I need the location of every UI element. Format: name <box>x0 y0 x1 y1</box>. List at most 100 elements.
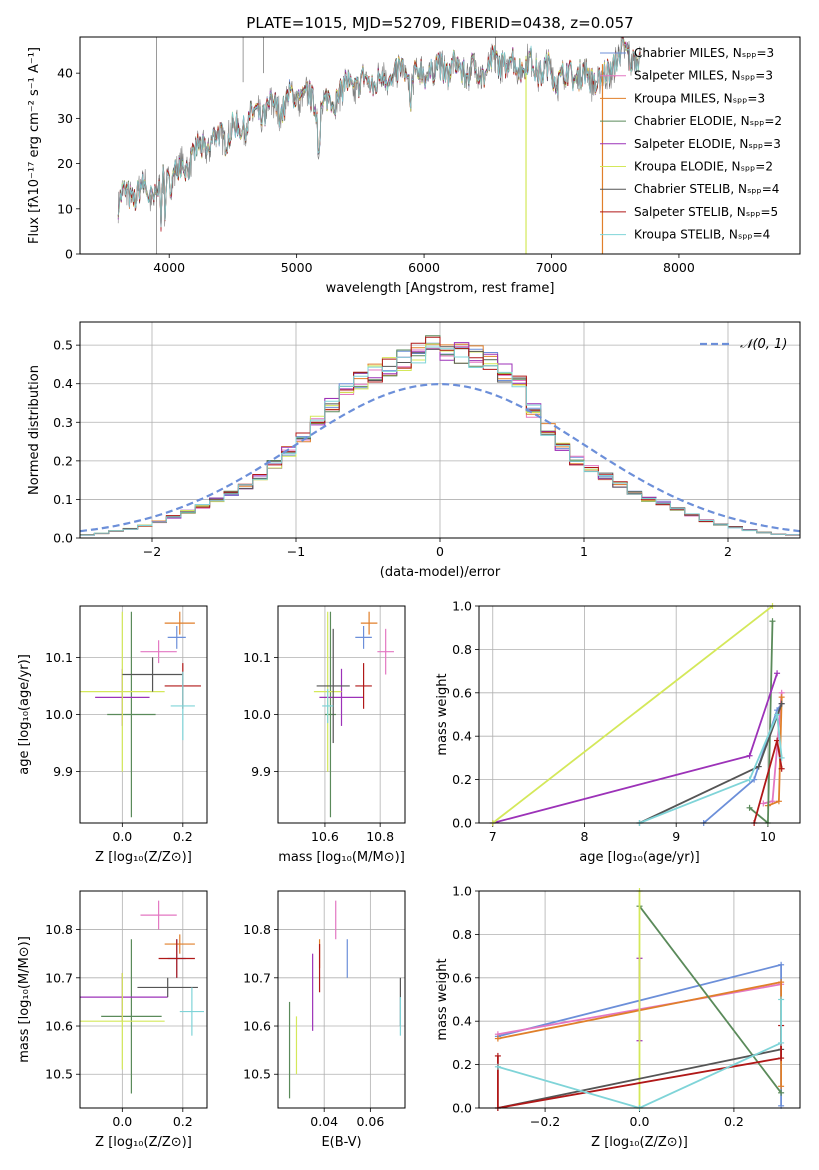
mass_weight_vs_Z-y-tick-label: 0.4 <box>452 1014 472 1029</box>
age_vs_Z-y-tick-label: 10.1 <box>45 650 73 665</box>
mass_weight_vs_Z-y-tick-label: 0.2 <box>452 1057 472 1072</box>
figure-title: PLATE=1015, MJD=52709, FIBERID=0438, z=0… <box>246 14 633 32</box>
legend-label: Kroupa STELIB, Nₛₚₚ=4 <box>634 228 770 242</box>
residual_histogram-y-tick-label: 0.5 <box>53 338 73 353</box>
mass_vs_ebv-y-tick-label: 10.6 <box>243 1019 271 1034</box>
mass_vs_Z-y-tick-label: 10.8 <box>45 922 73 937</box>
spectrum-axes: 4000 5000 6000 7000 8000 0 10 20 30 40 wavelength … <box>27 47 695 296</box>
mass_weight_vs_Z-ylabel: mass weight <box>435 958 450 1040</box>
residual_histogram-x-tick-label: 0 <box>436 544 444 559</box>
residual_histogram-y-tick-label: 0.4 <box>53 376 73 391</box>
residual_histogram-y-tick-label: 0.3 <box>53 415 73 430</box>
mass_vs_Z-ylabel: mass [log₁₀(M/M⊙)] <box>17 936 32 1063</box>
age_vs_Z-xlabel: Z [log₁₀(Z/Z⊙)] <box>95 850 192 865</box>
mass_weight_vs_age-x-tick-label: 8 <box>580 829 588 844</box>
mass_weight_vs_Z-x-tick-label: 0.0 <box>630 1114 650 1129</box>
mass_weight_vs_Z-frame <box>478 890 801 1109</box>
mass_vs_ebv-x-tick-label: 0.06 <box>356 1114 384 1129</box>
mass_vs_ebv-xlabel: E(B-V) <box>321 1135 361 1150</box>
legend-label: Kroupa ELODIE, Nₛₚₚ=2 <box>634 160 773 174</box>
legend-label: Chabrier STELIB, Nₛₚₚ=4 <box>634 182 779 196</box>
mass_weight_vs_age-y-tick-label: 1.0 <box>452 599 472 614</box>
mass_weight_vs_Z-y-tick-label: 0.0 <box>452 1101 472 1116</box>
mass_vs_ebv-x-tick-label: 0.04 <box>310 1114 338 1129</box>
spectrum-x-tick-label: 7000 <box>536 260 568 275</box>
residual_histogram-y-tick-label: 0.0 <box>53 531 73 546</box>
age_vs_Z-ylabel: age [log₁₀(age/yr)] <box>17 654 32 775</box>
legend-label: Salpeter ELODIE, Nₛₚₚ=3 <box>634 137 781 151</box>
mass_vs_Z-y-tick-label: 10.7 <box>45 970 73 985</box>
spectrum-y-tick-label: 40 <box>57 66 73 81</box>
mass_vs_ebv-axes: 0.04 0.06 10.5 10.6 10.7 10.8 E(B-V) <box>243 891 405 1150</box>
age_vs_mass-xlabel: mass [log₁₀(M/M⊙)] <box>278 850 405 865</box>
mass_vs_ebv-y-tick-label: 10.5 <box>243 1067 271 1082</box>
mass_weight_vs_Z-series-line <box>497 1048 782 1108</box>
mass_weight_vs_Z-y-tick-label: 0.6 <box>452 970 472 985</box>
age_vs_mass-axes: 10.6 10.8 9.9 10.0 10.1 mass [log₁₀(M/M⊙)] <box>243 606 405 865</box>
age_vs_mass-y-tick-label: 10.0 <box>243 707 271 722</box>
residual_histogram-ylabel: Normed distribution <box>27 365 42 495</box>
mass_weight_vs_Z-xlabel: Z [log₁₀(Z/Z⊙)] <box>591 1135 688 1150</box>
mass_vs_Z-xlabel: Z [log₁₀(Z/Z⊙)] <box>95 1135 192 1150</box>
mass_vs_Z-x-tick-label: 0.0 <box>112 1114 132 1129</box>
spectrum-ylabel: Flux [fλ10⁻¹⁷ erg cm⁻² s⁻¹ A⁻¹] <box>27 47 42 244</box>
spectrum-xlabel: wavelength [Angstrom, rest frame] <box>326 281 555 296</box>
age_vs_mass-frame <box>277 605 406 824</box>
mass_vs_Z-frame <box>79 890 208 1109</box>
mass_weight_vs_age-series-line <box>749 621 774 823</box>
residual_histogram-xlabel: (data-model)/error <box>380 565 501 580</box>
residual_histogram-y-tick-label: 0.1 <box>53 492 73 507</box>
legend-label: Kroupa MILES, Nₛₚₚ=3 <box>634 91 765 105</box>
mass_vs_ebv-y-tick-label: 10.8 <box>243 922 271 937</box>
spectrum-y-tick-label: 0 <box>65 247 73 262</box>
mass_weight_vs_age-x-tick-label: 7 <box>489 829 497 844</box>
mass_vs_Z-axes: 0.0 0.2 10.5 10.6 10.7 10.8 Z [log₁₀(Z/Z⊙)] mas… <box>17 891 207 1150</box>
mass_vs_Z-x-tick-label: 0.2 <box>173 1114 193 1129</box>
spectrum-x-tick-label: 8000 <box>663 260 695 275</box>
spectrum-frame <box>79 36 801 255</box>
mass_vs_Z-y-tick-label: 10.5 <box>45 1067 73 1082</box>
mass_weight_vs_age-series-line <box>703 703 783 823</box>
age_vs_mass-x-tick-label: 10.6 <box>311 829 339 844</box>
mass_weight_vs_age-x-tick-label: 10 <box>760 829 776 844</box>
mass_weight_vs_age-y-tick-label: 0.8 <box>452 642 472 657</box>
mass_weight_vs_Z-y-tick-label: 0.8 <box>452 927 472 942</box>
normal-curve <box>79 382 801 533</box>
age_vs_Z-x-tick-label: 0.0 <box>112 829 132 844</box>
residual_histogram-x-tick-label: −1 <box>287 544 305 559</box>
mass_weight_vs_Z-y-tick-label: 1.0 <box>452 884 472 899</box>
mass_weight_vs_age-ylabel: mass weight <box>435 673 450 755</box>
age_vs_mass-x-tick-label: 10.8 <box>366 829 394 844</box>
spectrum-y-tick-label: 20 <box>57 156 73 171</box>
normal-legend-label: 𝒩(0, 1) <box>740 337 787 352</box>
mass_weight_vs_Z-x-tick-label: 0.2 <box>724 1114 744 1129</box>
age_vs_mass-y-tick-label: 9.9 <box>251 764 271 779</box>
spectrum-y-tick-label: 10 <box>57 201 73 216</box>
residual_histogram-x-tick-label: −2 <box>143 544 161 559</box>
legend-label: Salpeter MILES, Nₛₚₚ=3 <box>634 69 773 83</box>
age_vs_Z-axes: 0.0 0.2 9.9 10.0 10.1 Z [log₁₀(Z/Z⊙)] age [log… <box>17 606 207 865</box>
mass_weight_vs_age-y-tick-label: 0.2 <box>452 772 472 787</box>
mass_weight_vs_age-series-line <box>492 606 774 823</box>
mass_weight_vs_age-y-tick-label: 0.0 <box>452 816 472 831</box>
resid-frame <box>79 321 801 539</box>
residual_histogram-x-tick-label: 2 <box>724 544 732 559</box>
spectrum-x-tick-label: 5000 <box>281 260 313 275</box>
spectrum-legend: Chabrier MILES, Nₛₚₚ=3 Salpeter MILES, Nₛ… <box>600 46 782 242</box>
spectrum-x-tick-label: 6000 <box>408 260 440 275</box>
mass_weight_vs_Z-series-line <box>497 999 782 1108</box>
mass_weight_vs_age-xlabel: age [log₁₀(age/yr)] <box>579 850 700 865</box>
spectrum-model-line <box>117 38 641 228</box>
mass_weight_vs_age-y-tick-label: 0.6 <box>452 685 472 700</box>
age_vs_Z-y-tick-label: 9.9 <box>53 764 73 779</box>
residual_histogram-x-tick-label: 1 <box>580 544 588 559</box>
age_vs_mass-y-tick-label: 10.1 <box>243 650 271 665</box>
legend-label: Chabrier MILES, Nₛₚₚ=3 <box>634 46 774 60</box>
mass_vs_ebv-frame <box>277 890 406 1109</box>
age_vs_Z-y-tick-label: 10.0 <box>45 707 73 722</box>
mass_weight_vs_age-x-tick-label: 9 <box>672 829 680 844</box>
spectrum-y-tick-label: 30 <box>57 111 73 126</box>
residual_histogram-y-tick-label: 0.2 <box>53 453 73 468</box>
mass_weight_vs_Z-x-tick-label: −0.2 <box>530 1114 560 1129</box>
